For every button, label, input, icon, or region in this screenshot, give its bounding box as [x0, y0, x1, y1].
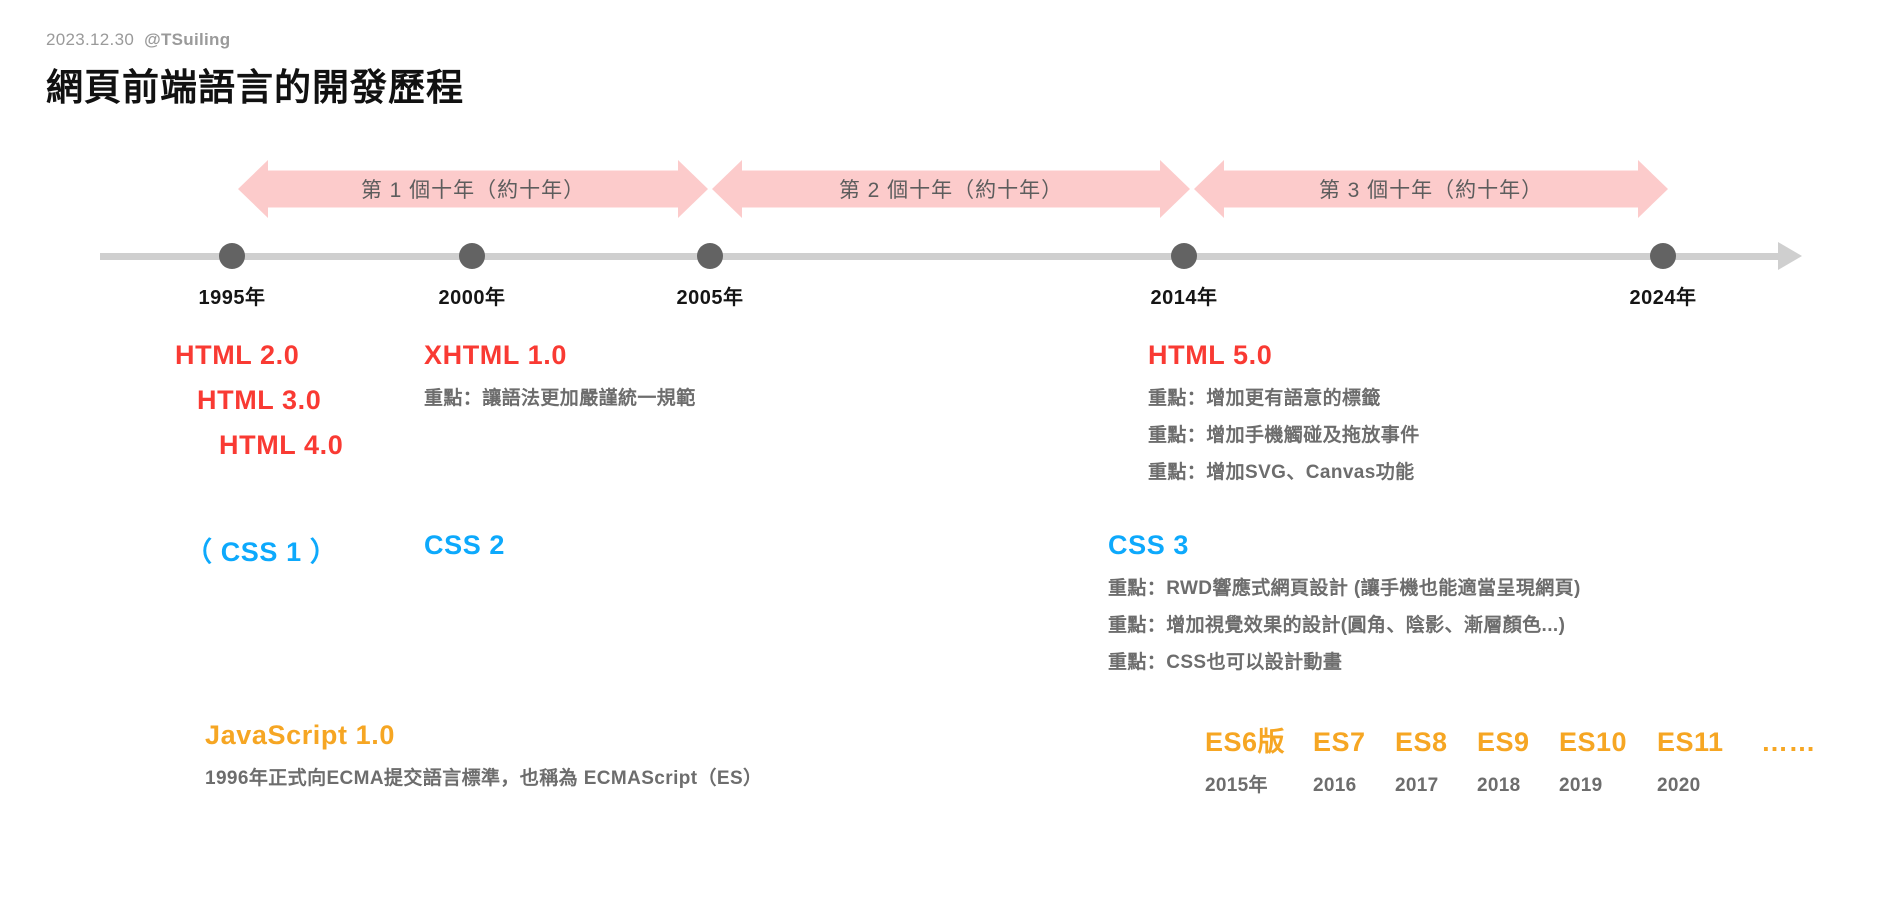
timeline-year-2000: 2000年 [438, 287, 506, 309]
timeline-dot-2014[interactable] [1171, 243, 1197, 269]
es-version-es9: ES9 [1477, 727, 1530, 757]
es-year-2015: 2015年 [1205, 775, 1268, 796]
author-handle: @TSuiling [144, 30, 231, 49]
decade-band-1-label: 第 1 個十年（約十年） [360, 179, 586, 202]
meta-line: 2023.12.30 @TSuiling [46, 30, 1046, 50]
es-version-es7: ES7 [1313, 727, 1366, 757]
timeline-year-2024: 2024年 [1629, 287, 1697, 309]
css3-block: CSS 3 重點：RWD響應式網頁設計 (讓手機也能適當呈現網頁) 重點：增加視… [1108, 530, 1581, 674]
decade-band-2: 第 2 個十年（約十年） [712, 160, 1190, 218]
timeline-axis [100, 253, 1780, 260]
timeline-year-2005: 2005年 [676, 287, 744, 309]
timeline-year-2014: 2014年 [1150, 287, 1218, 309]
es-year-2018: 2018 [1477, 775, 1521, 796]
xhtml-title: XHTML 1.0 [424, 340, 567, 370]
css3-note-3: 重點：CSS也可以設計動畫 [1108, 652, 1343, 673]
es-version-es11: ES11 [1657, 727, 1724, 757]
xhtml-note-1: 重點：讓語法更加嚴謹統一規範 [424, 388, 696, 409]
javascript-title: JavaScript 1.0 [205, 720, 396, 750]
timeline-dot-2000[interactable] [459, 243, 485, 269]
timeline-dot-1995[interactable] [219, 243, 245, 269]
html5-note-3: 重點：增加SVG、Canvas功能 [1148, 462, 1415, 483]
html5-note-2: 重點：增加手機觸碰及拖放事件 [1148, 425, 1420, 446]
es-version-es10: ES10 [1559, 727, 1628, 757]
es-year-2016: 2016 [1313, 775, 1357, 796]
es-version-row: ES6版 ES7 ES8 ES9 ES10 ES11 …… [1205, 720, 1816, 759]
decade-band-3: 第 3 個十年（約十年） [1194, 160, 1668, 218]
css3-note-1: 重點：RWD響應式網頁設計 (讓手機也能適當呈現網頁) [1108, 578, 1581, 599]
css2-block: CSS 2 [424, 530, 505, 561]
es-version-es6: ES6版 [1205, 727, 1286, 757]
css3-note-2: 重點：增加視覺效果的設計(圓角、陰影、漸層顏色...) [1108, 615, 1566, 636]
decade-band-2-label: 第 2 個十年（約十年） [838, 179, 1064, 202]
css1-title: （ CSS 1 ） [185, 537, 338, 567]
publish-date: 2023.12.30 [46, 30, 135, 49]
decade-band-1: 第 1 個十年（約十年） [238, 160, 708, 218]
javascript-block: JavaScript 1.0 1996年正式向ECMA提交語言標準，也稱為 EC… [205, 720, 762, 790]
timeline-dot-2005[interactable] [697, 243, 723, 269]
es-version-ellipsis: …… [1761, 727, 1816, 757]
es-version-es8: ES8 [1395, 727, 1448, 757]
page-title: 網頁前端語言的開發歷程 [46, 67, 464, 108]
css3-title: CSS 3 [1108, 530, 1190, 560]
html-early-versions-block: HTML 2.0 HTML 3.0 HTML 4.0 [175, 340, 343, 461]
html5-title: HTML 5.0 [1148, 340, 1273, 370]
es-year-2017: 2017 [1395, 775, 1439, 796]
html-2-label: HTML 2.0 [175, 340, 300, 370]
css2-title: CSS 2 [424, 530, 506, 560]
timeline-dot-2024[interactable] [1650, 243, 1676, 269]
css1-block: （ CSS 1 ） [185, 530, 337, 569]
es-year-row: 2015年 2016 2017 2018 2019 2020 [1205, 770, 1816, 797]
html5-block: HTML 5.0 重點：增加更有語意的標籤 重點：增加手機觸碰及拖放事件 重點：… [1148, 340, 1420, 484]
html-3-label: HTML 3.0 [197, 385, 322, 415]
xhtml-block: XHTML 1.0 重點：讓語法更加嚴謹統一規範 [424, 340, 696, 410]
page-header: 2023.12.30 @TSuiling 網頁前端語言的開發歷程 [46, 30, 1046, 111]
es-versions-block: ES6版 ES7 ES8 ES9 ES10 ES11 …… 2015年 2016… [1205, 720, 1816, 797]
decade-band-3-label: 第 3 個十年（約十年） [1318, 179, 1544, 202]
es-year-2020: 2020 [1657, 775, 1701, 796]
timeline-year-1995: 1995年 [198, 287, 266, 309]
es-year-2019: 2019 [1559, 775, 1603, 796]
html-4-label: HTML 4.0 [219, 430, 344, 460]
html5-note-1: 重點：增加更有語意的標籤 [1148, 388, 1381, 409]
axis-arrowhead-icon [1778, 242, 1802, 270]
javascript-note-1: 1996年正式向ECMA提交語言標準，也稱為 ECMAScript（ES） [205, 768, 763, 789]
